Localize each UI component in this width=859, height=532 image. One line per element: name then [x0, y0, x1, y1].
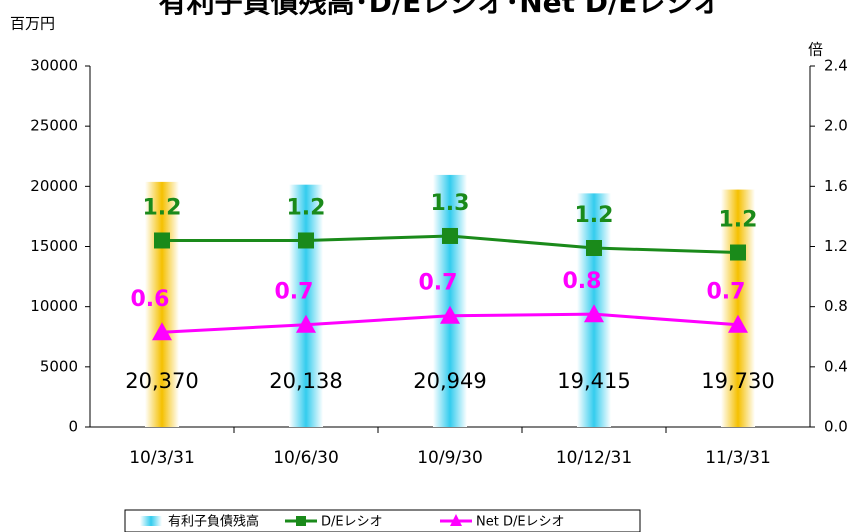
x-tick-label: 10/6/30	[273, 448, 339, 468]
y2-tick-label: 2.0	[824, 117, 848, 135]
marker	[730, 244, 746, 261]
y2-tick-label: 0.8	[824, 297, 848, 315]
bar	[289, 184, 323, 427]
line-value-label: 0.7	[419, 271, 458, 296]
marker	[586, 240, 602, 257]
line-value-label: 1.2	[719, 208, 758, 233]
bar	[145, 181, 179, 427]
legend-swatch	[140, 516, 162, 526]
legend-box	[124, 509, 641, 532]
y-tick-label: 15000	[30, 237, 78, 255]
x-tick-label: 10/3/31	[129, 448, 195, 468]
x-tick-label: 10/12/31	[556, 448, 632, 468]
legend-label: Net D/Eレシオ	[476, 515, 565, 530]
legend-marker	[450, 514, 462, 526]
marker	[440, 305, 460, 324]
y2-tick-label: 0.4	[824, 357, 848, 375]
line-value-label: 1.3	[431, 191, 470, 216]
y2-tick-label: 2.4	[824, 57, 848, 75]
bar-value-label: 19,415	[557, 369, 630, 393]
y2-tick-label: 0.0	[824, 418, 848, 436]
y-tick-label: 20000	[30, 177, 78, 195]
marker	[152, 322, 172, 341]
x-tick-label: 10/9/30	[417, 448, 483, 468]
x-tick-label: 11/3/31	[705, 448, 771, 468]
marker	[584, 304, 604, 323]
marker	[298, 232, 314, 249]
line-value-label: 1.2	[575, 203, 614, 228]
bar-value-label: 20,138	[269, 369, 342, 393]
y-tick-label: 10000	[30, 297, 78, 315]
legend-label: 有利子負債残高	[168, 514, 259, 530]
legend-marker	[296, 516, 306, 526]
legend-label: D/Eレシオ	[321, 515, 383, 530]
y2-tick-label: 1.6	[824, 177, 848, 195]
bar	[433, 174, 467, 427]
bar-value-label: 19,730	[701, 369, 774, 393]
y2-axis-label: 倍	[808, 41, 823, 59]
y-tick-label: 0	[68, 418, 78, 436]
line-value-label: 0.7	[707, 280, 746, 305]
line-value-label: 0.8	[563, 269, 602, 294]
bar-value-label: 20,370	[125, 369, 198, 393]
y-tick-label: 5000	[40, 357, 78, 375]
marker	[296, 314, 316, 333]
line-value-label: 1.2	[287, 195, 326, 220]
bar-value-label: 20,949	[413, 369, 486, 393]
y-tick-label: 25000	[30, 117, 78, 135]
line-value-label: 0.6	[131, 287, 170, 312]
marker	[728, 314, 748, 333]
bar	[721, 189, 755, 427]
line-value-label: 1.2	[143, 195, 182, 220]
y2-tick-label: 1.2	[824, 237, 848, 255]
y-axis-label: 百万円	[10, 15, 55, 33]
y-tick-label: 30000	[30, 57, 78, 75]
line-value-label: 0.7	[275, 280, 314, 305]
chart-title: 有利子負債残高･D/Eレシオ･Net D/Eレシオ	[159, 0, 722, 19]
marker	[154, 232, 170, 249]
marker	[442, 227, 458, 244]
